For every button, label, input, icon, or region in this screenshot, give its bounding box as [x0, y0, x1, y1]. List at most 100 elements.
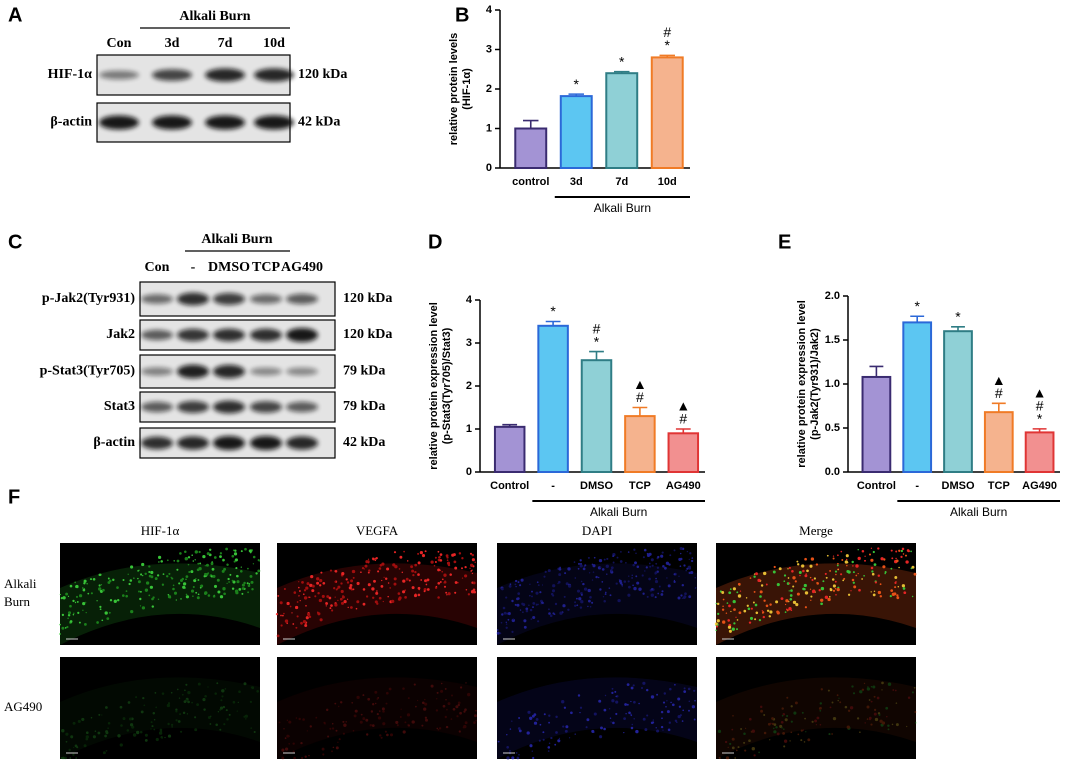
cell-signal [251, 587, 254, 591]
cell-signal [574, 733, 576, 735]
cell-signal [213, 556, 217, 559]
cell-signal [673, 549, 676, 552]
cell-signal [824, 595, 829, 599]
cell-signal [680, 594, 683, 597]
cell-signal [113, 599, 117, 603]
cell-signal [194, 559, 196, 561]
cell-signal [437, 581, 441, 585]
cell-signal [864, 559, 866, 562]
cell-signal [151, 605, 155, 608]
cell-signal [298, 595, 301, 597]
blot-band [141, 367, 173, 376]
cell-signal [445, 725, 449, 729]
cell-signal [900, 555, 903, 559]
cell-signal [662, 565, 665, 568]
cell-signal [866, 687, 871, 691]
cell-signal [575, 597, 578, 600]
cell-signal [609, 594, 612, 597]
cell-signal [384, 577, 388, 580]
cell-signal [686, 567, 689, 570]
cell-signal [840, 550, 843, 553]
cell-signal [870, 591, 872, 593]
cell-signal [424, 550, 427, 553]
cell-signal [277, 594, 280, 597]
cell-signal [679, 547, 683, 550]
cell-signal [662, 701, 666, 704]
blot-row-label: p-Jak2(Tyr931) [42, 291, 135, 306]
cell-signal [187, 563, 190, 566]
cell-signal [915, 721, 917, 724]
x-tick-label: 7d [615, 176, 628, 188]
cell-signal [84, 623, 87, 626]
blot-band [286, 293, 318, 305]
cell-signal [535, 603, 538, 606]
cell-signal [157, 598, 160, 601]
significance-mark: * [594, 333, 600, 349]
cell-signal [194, 550, 198, 554]
cell-signal [472, 588, 476, 592]
blot-band [250, 367, 282, 376]
cell-signal [844, 560, 848, 564]
cell-signal [623, 731, 625, 734]
cell-signal [735, 749, 738, 752]
cell-signal [787, 577, 790, 579]
cell-signal [360, 713, 363, 716]
cell-signal [690, 570, 694, 575]
cell-signal [365, 718, 369, 722]
cell-signal [339, 597, 343, 601]
cell-signal [76, 600, 79, 603]
cell-signal [122, 578, 125, 582]
cell-signal [715, 629, 717, 632]
blot-band [250, 328, 282, 342]
cell-signal [89, 578, 93, 581]
blot-size-label: 79 kDa [343, 364, 385, 379]
cell-signal [345, 721, 347, 723]
cell-signal [188, 570, 191, 574]
cell-signal [240, 550, 243, 553]
cell-signal [617, 598, 621, 603]
cell-signal [654, 580, 659, 584]
cell-signal [904, 554, 908, 557]
cell-signal [305, 586, 309, 590]
cell-signal [655, 727, 657, 729]
tissue [277, 677, 477, 760]
cell-signal [340, 701, 343, 704]
cell-signal [155, 737, 159, 742]
cell-signal [382, 710, 385, 713]
blot-band [99, 70, 139, 80]
cell-signal [381, 707, 385, 711]
cell-signal [791, 570, 794, 573]
error-bar [568, 93, 584, 97]
cell-signal [541, 601, 544, 604]
cell-signal [227, 577, 230, 581]
cell-signal [679, 565, 682, 568]
group-label: Alkali Burn [950, 505, 1007, 519]
cell-signal [173, 560, 175, 562]
cell-signal [801, 711, 804, 714]
cell-signal [284, 737, 287, 740]
cell-signal [579, 564, 583, 568]
cell-signal [451, 553, 455, 557]
cell-signal [367, 571, 370, 574]
cell-signal [832, 584, 836, 588]
cell-signal [880, 723, 884, 727]
cell-signal [591, 601, 594, 604]
cell-signal [221, 559, 224, 561]
cell-signal [222, 705, 226, 709]
cell-signal [470, 563, 474, 567]
error-bar [869, 365, 884, 377]
cell-signal [606, 557, 609, 560]
cell-signal [82, 588, 86, 592]
cell-signal [859, 731, 861, 734]
cell-signal [873, 712, 877, 716]
cell-signal [840, 573, 843, 576]
cell-signal [423, 707, 427, 711]
cell-signal [608, 708, 611, 710]
cell-signal [610, 570, 612, 572]
y-tick-label: 1 [486, 122, 492, 134]
cell-signal [129, 579, 133, 582]
cell-signal [628, 585, 631, 589]
cell-signal [334, 702, 337, 705]
cell-signal [78, 621, 81, 624]
cell-signal [216, 682, 219, 685]
